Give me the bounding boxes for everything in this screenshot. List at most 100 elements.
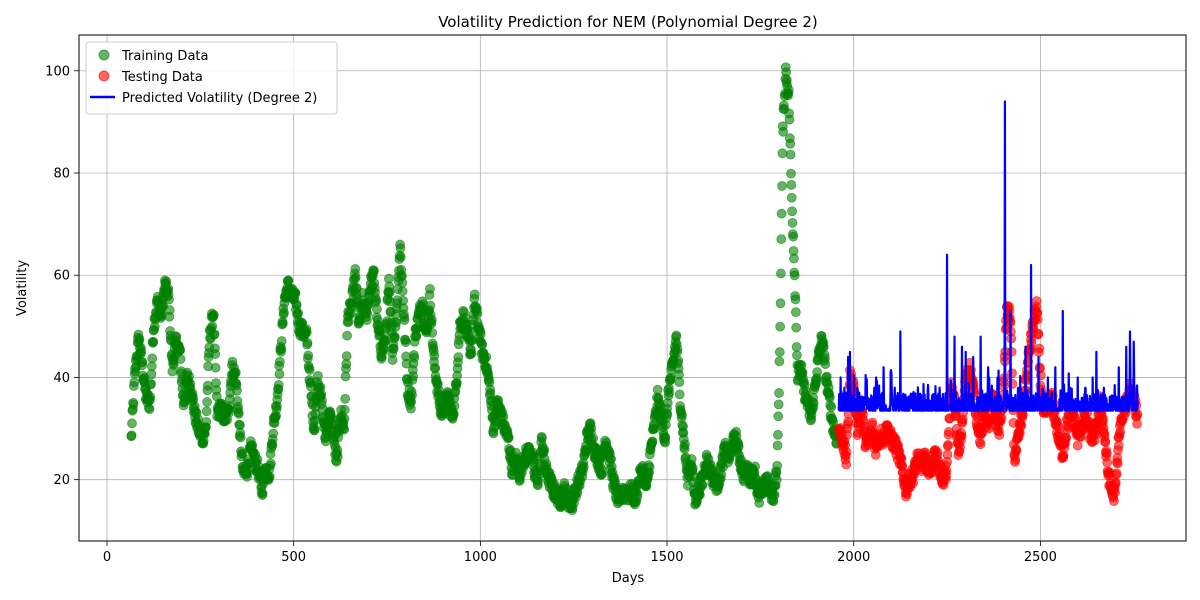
- training-point: [201, 406, 212, 417]
- y-tick-label: 40: [53, 371, 70, 386]
- training-point: [787, 217, 798, 228]
- x-tick-label: 2500: [1024, 550, 1057, 565]
- training-point: [664, 387, 675, 398]
- training-point: [773, 399, 784, 410]
- testing-point: [1072, 440, 1083, 451]
- training-point: [309, 424, 320, 435]
- training-point: [362, 308, 373, 319]
- training-point: [784, 114, 795, 125]
- training-point: [469, 289, 480, 300]
- training-point: [202, 380, 213, 391]
- training-point: [148, 336, 159, 347]
- training-point: [265, 458, 276, 469]
- training-point: [274, 369, 285, 379]
- training-point: [304, 365, 315, 375]
- training-point: [503, 432, 514, 443]
- training-point: [453, 352, 464, 363]
- training-point: [409, 352, 420, 363]
- legend-marker-testing: [98, 70, 110, 82]
- testing-point: [1113, 440, 1124, 451]
- testing-point: [1031, 296, 1042, 306]
- testing-point: [841, 459, 852, 470]
- testing-point: [1102, 457, 1113, 468]
- legend-label-training: Training Data: [121, 49, 208, 64]
- testing-point: [1010, 454, 1021, 465]
- training-point: [209, 329, 220, 340]
- training-point: [466, 348, 477, 359]
- x-axis-title: Days: [612, 571, 645, 586]
- training-point: [274, 356, 285, 367]
- training-point: [776, 208, 787, 219]
- y-tick-label: 80: [53, 167, 70, 182]
- training-point: [586, 423, 597, 433]
- training-point: [341, 351, 352, 361]
- grid: [79, 35, 1186, 541]
- testing-point: [994, 430, 1005, 440]
- training-point: [674, 377, 685, 388]
- training-point: [129, 377, 140, 388]
- y-tick-label: 60: [53, 269, 70, 284]
- training-point: [425, 283, 435, 294]
- training-point: [391, 317, 402, 328]
- training-point: [680, 439, 690, 450]
- x-tick-label: 0: [103, 550, 111, 565]
- testing-point: [1111, 468, 1122, 479]
- training-point: [771, 474, 782, 485]
- testing-point: [1101, 448, 1112, 459]
- training-point: [235, 432, 246, 443]
- training-point: [686, 454, 697, 464]
- training-point: [339, 404, 350, 415]
- testing-point: [942, 449, 953, 460]
- training-point: [277, 318, 288, 329]
- training-point: [210, 349, 221, 359]
- training-point: [429, 350, 440, 361]
- training-point: [774, 388, 784, 398]
- training-point: [788, 231, 799, 242]
- training-point: [350, 264, 361, 274]
- testing-point: [1033, 328, 1044, 339]
- training-point: [773, 411, 784, 422]
- testing-point: [1100, 437, 1111, 448]
- training-point: [283, 275, 294, 286]
- training-point: [400, 337, 411, 348]
- training-point: [399, 315, 410, 325]
- training-point: [342, 330, 352, 341]
- training-point: [127, 418, 137, 429]
- testing-point: [1032, 314, 1043, 325]
- training-point: [389, 331, 400, 342]
- training-point: [539, 444, 550, 455]
- training-point: [597, 469, 607, 479]
- training-point: [372, 304, 382, 315]
- training-point: [202, 397, 212, 407]
- training-point: [776, 268, 786, 279]
- training-point: [273, 379, 284, 390]
- training-point: [774, 347, 785, 357]
- training-point: [578, 461, 589, 472]
- training-point: [134, 334, 145, 344]
- training-point: [789, 270, 800, 281]
- training-point: [790, 294, 801, 305]
- training-point: [279, 307, 289, 318]
- testing-point: [956, 431, 967, 442]
- training-point: [175, 354, 186, 365]
- training-point: [772, 440, 783, 451]
- training-point: [147, 353, 158, 364]
- training-point: [425, 300, 436, 311]
- training-point: [777, 181, 787, 191]
- training-point: [812, 367, 823, 377]
- training-point: [350, 272, 361, 283]
- legend: Training Data Testing Data Predicted Vol…: [85, 41, 338, 115]
- training-point: [144, 404, 155, 415]
- training-point: [332, 451, 343, 462]
- legend-marker-training: [98, 49, 110, 61]
- training-point: [674, 389, 685, 400]
- training-point: [772, 460, 783, 471]
- training-point: [776, 234, 787, 245]
- training-point: [786, 168, 796, 179]
- training-point: [750, 461, 761, 472]
- training-point: [387, 355, 398, 365]
- testing-point: [1061, 432, 1072, 443]
- predicted-line: [837, 100, 1139, 412]
- training-point: [397, 277, 408, 288]
